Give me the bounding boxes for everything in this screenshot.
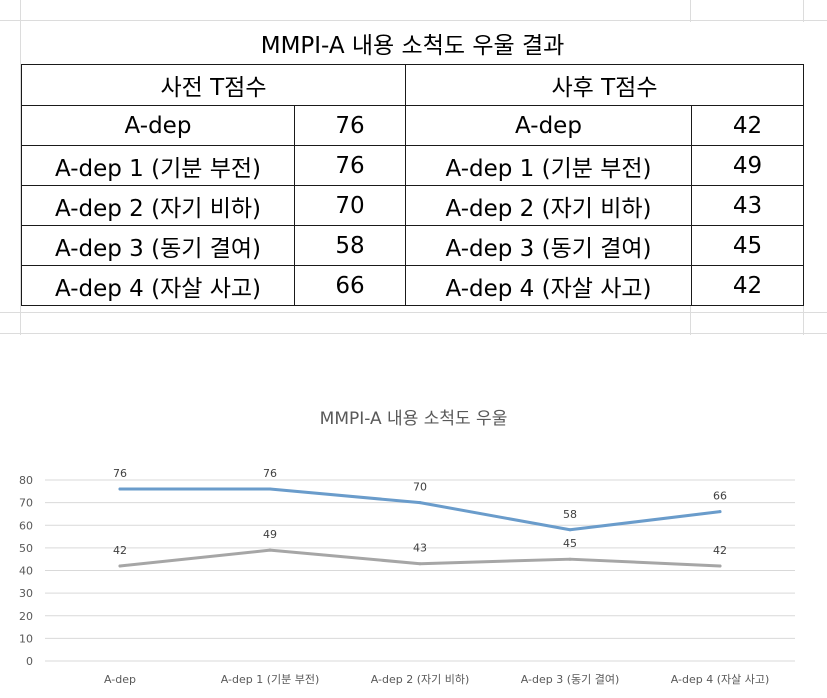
data-label: 43: [413, 542, 427, 555]
y-tick-label: 50: [19, 542, 33, 555]
data-point: [418, 501, 422, 505]
data-label: 45: [563, 537, 577, 550]
data-point: [268, 548, 272, 552]
cell-after-score[interactable]: 42: [691, 265, 804, 306]
chart-plot: 0 10 20 30 40 50 60 70 80 A-dep A-dep 1 (기분 부전) A-d…: [19, 467, 795, 686]
before-header[interactable]: 사전 T점수: [21, 64, 406, 106]
grid-line: [0, 333, 827, 334]
data-point: [418, 562, 422, 566]
series-line: [118, 487, 722, 532]
cell-label-before[interactable]: A-dep 4 (자살 사고): [21, 265, 295, 306]
cell-before-score[interactable]: 76: [294, 105, 406, 146]
table-row: A-dep 2 (자기 비하) 70 A-dep 2 (자기 비하) 43: [21, 185, 804, 226]
cell-after-score[interactable]: 43: [691, 185, 804, 226]
data-label: 76: [113, 467, 127, 480]
spreadsheet-area: MMPI-A 내용 소척도 우울 결과 사전 T점수 사후 T점수 A-dep …: [0, 0, 827, 335]
table-row: A-dep 3 (동기 결여) 58 A-dep 3 (동기 결여) 45: [21, 225, 804, 266]
data-point: [118, 487, 122, 491]
x-tick-label: A-dep 1 (기분 부전): [221, 673, 320, 686]
cell-after-score[interactable]: 45: [691, 225, 804, 266]
data-label: 58: [563, 508, 577, 521]
y-tick-label: 20: [19, 610, 33, 623]
data-label: 70: [413, 481, 427, 494]
data-label: 49: [263, 528, 277, 541]
x-tick-label: A-dep 2 (자기 비하): [371, 672, 470, 686]
cell-before-score[interactable]: 76: [294, 145, 406, 186]
y-tick-label: 0: [26, 655, 33, 668]
cell-before-score[interactable]: 58: [294, 225, 406, 266]
x-tick-label: A-dep 3 (동기 결여): [521, 673, 620, 686]
data-point: [568, 557, 572, 561]
y-tick-label: 10: [19, 632, 33, 645]
data-point: [568, 528, 572, 532]
cell-label-before[interactable]: A-dep 1 (기분 부전): [21, 145, 295, 186]
x-tick-label: A-dep: [104, 673, 136, 686]
data-point: [118, 564, 122, 568]
y-tick-label: 60: [19, 519, 33, 532]
cell-before-score[interactable]: 66: [294, 265, 406, 306]
y-tick-label: 30: [19, 587, 33, 600]
cell-before-score[interactable]: 70: [294, 185, 406, 226]
data-label: 66: [713, 490, 727, 503]
data-point: [718, 510, 722, 514]
grid-line: [0, 312, 827, 313]
data-point: [718, 564, 722, 568]
data-label: 42: [113, 544, 127, 557]
cell-label-after[interactable]: A-dep 4 (자살 사고): [405, 265, 692, 306]
y-tick-label: 40: [19, 565, 33, 578]
table-title[interactable]: MMPI-A 내용 소척도 우울 결과: [21, 22, 804, 65]
data-point: [268, 487, 272, 491]
cell-label-after[interactable]: A-dep 3 (동기 결여): [405, 225, 692, 266]
data-label: 76: [263, 467, 277, 480]
chart-title: MMPI-A 내용 소척도 우울: [319, 409, 508, 429]
after-header[interactable]: 사후 T점수: [405, 64, 804, 106]
cell-label-before[interactable]: A-dep 3 (동기 결여): [21, 225, 295, 266]
cell-label-after[interactable]: A-dep: [405, 105, 692, 146]
data-label: 42: [713, 544, 727, 557]
line-chart[interactable]: MMPI-A 내용 소척도 우울 0 10 20 30 40 50 60 70 80 A-dep A…: [0, 388, 827, 694]
cell-label-before[interactable]: A-dep 2 (자기 비하): [21, 185, 295, 226]
grid-line: [0, 20, 827, 21]
y-tick-label: 80: [19, 474, 33, 487]
y-tick-label: 70: [19, 497, 33, 510]
x-tick-label: A-dep 4 (자살 사고): [671, 673, 770, 686]
cell-label-after[interactable]: A-dep 1 (기분 부전): [405, 145, 692, 186]
table-row: A-dep 4 (자살 사고) 66 A-dep 4 (자살 사고) 42: [21, 265, 804, 306]
table-row: A-dep 76 A-dep 42: [21, 105, 804, 146]
cell-label-after[interactable]: A-dep 2 (자기 비하): [405, 185, 692, 226]
grid-line: [20, 0, 21, 335]
results-table: MMPI-A 내용 소척도 우울 결과 사전 T점수 사후 T점수 A-dep …: [21, 22, 804, 306]
cell-label-before[interactable]: A-dep: [21, 105, 295, 146]
table-row: A-dep 1 (기분 부전) 76 A-dep 1 (기분 부전) 49: [21, 145, 804, 186]
cell-after-score[interactable]: 49: [691, 145, 804, 186]
cell-after-score[interactable]: 42: [691, 105, 804, 146]
